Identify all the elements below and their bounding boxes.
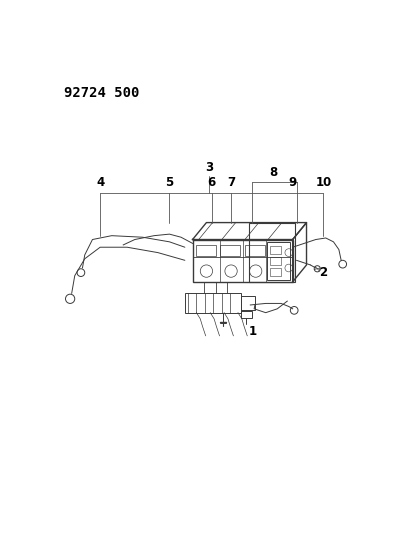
Text: 5: 5 — [165, 176, 174, 189]
Bar — [220, 245, 240, 256]
Text: 3: 3 — [206, 161, 213, 174]
Text: 92724 500: 92724 500 — [64, 85, 140, 100]
Text: 4: 4 — [96, 176, 104, 189]
Bar — [267, 242, 290, 280]
Bar — [193, 239, 293, 282]
Bar — [241, 296, 255, 310]
Text: 1: 1 — [248, 325, 257, 338]
Bar — [270, 246, 281, 254]
Text: 7: 7 — [227, 176, 235, 189]
Bar — [270, 257, 281, 265]
Bar — [241, 311, 252, 318]
Bar — [245, 245, 265, 256]
Bar — [196, 245, 216, 256]
Bar — [249, 223, 295, 282]
Text: 6: 6 — [208, 176, 216, 189]
Text: 2: 2 — [319, 266, 327, 279]
Text: 8: 8 — [269, 166, 277, 180]
Bar — [185, 294, 241, 313]
Text: 9: 9 — [288, 176, 297, 189]
Text: 10: 10 — [315, 176, 332, 189]
Bar — [270, 268, 281, 276]
